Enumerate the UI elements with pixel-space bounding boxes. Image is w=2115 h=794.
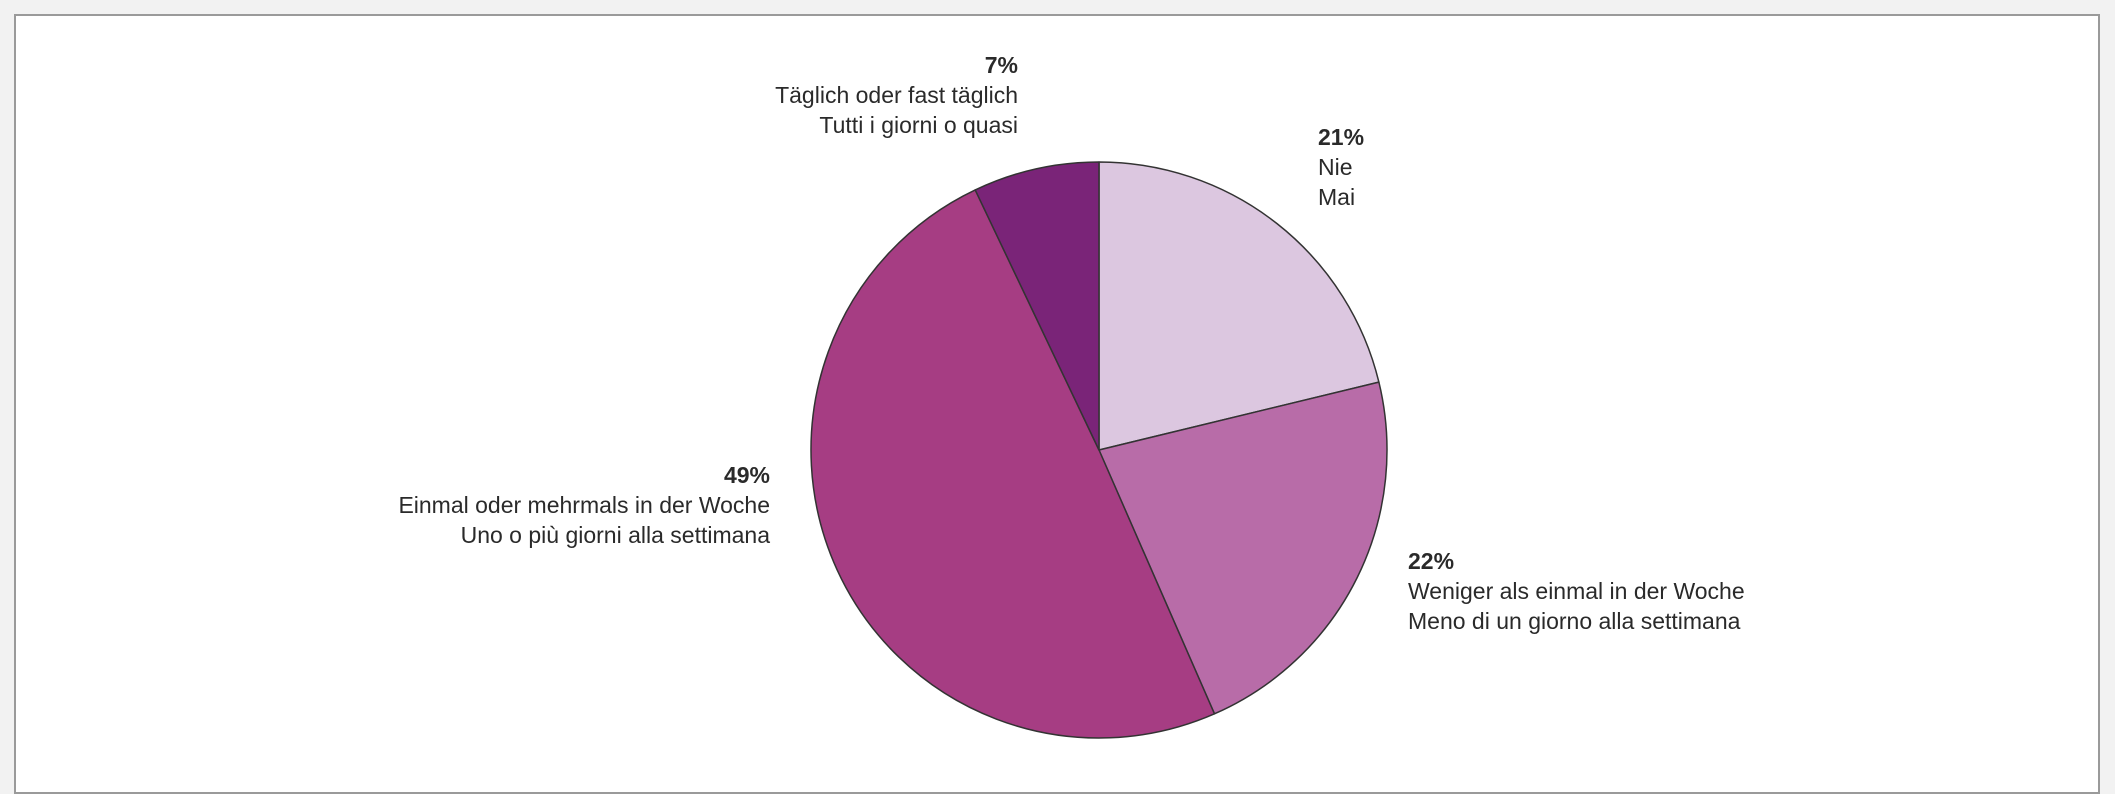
slice-label-it-nie: Mai — [1318, 184, 1356, 210]
slice-einmal — [810, 189, 1216, 739]
slice-label-nie: 21% Nie Mai — [1318, 122, 1364, 212]
slice-label-de-einmal: Einmal oder mehrmals in der Woche — [398, 492, 770, 518]
slice-label-einmal: 49% Einmal oder mehrmals in der Woche Un… — [398, 460, 770, 550]
slice-taeglich — [974, 161, 1100, 451]
slice-pct-weniger: 22% — [1408, 548, 1455, 574]
slice-pct-einmal: 49% — [723, 462, 770, 488]
slice-label-de-nie: Nie — [1318, 154, 1353, 180]
slice-pct-taeglich: 7% — [984, 52, 1018, 78]
slice-label-it-weniger: Meno di un giorno alla settimana — [1408, 608, 1741, 634]
slice-weniger — [1098, 381, 1388, 715]
slice-nie — [1098, 161, 1380, 451]
slice-label-it-einmal: Uno o più giorni alla settimana — [460, 522, 770, 548]
slice-label-it-taeglich: Tutti i giorni o quasi — [819, 112, 1018, 138]
slice-label-de-weniger: Weniger als einmal in der Woche — [1408, 578, 1745, 604]
slice-label-weniger: 22% Weniger als einmal in der Woche Meno… — [1408, 546, 1745, 636]
pie-chart — [810, 161, 1388, 739]
slice-label-taeglich: 7% Täglich oder fast täglich Tutti i gio… — [775, 50, 1018, 140]
slice-label-de-taeglich: Täglich oder fast täglich — [775, 82, 1018, 108]
slice-pct-nie: 21% — [1318, 124, 1365, 150]
